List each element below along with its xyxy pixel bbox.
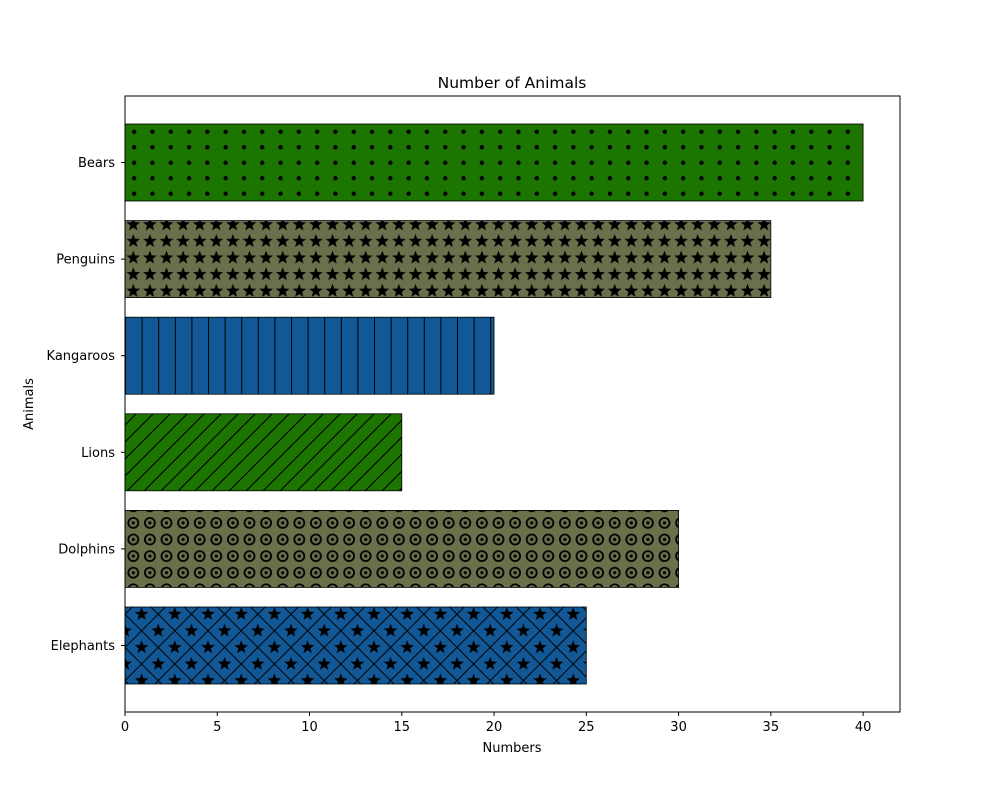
bar-bears xyxy=(124,123,864,202)
bar-dolphins xyxy=(124,509,679,588)
bar-elephants xyxy=(124,606,587,685)
x-tick-label: 0 xyxy=(121,720,129,735)
chart-title: Number of Animals xyxy=(438,74,587,92)
x-tick-label: 35 xyxy=(763,720,780,735)
y-axis-ticks: Elephants Dolphins Lions Kangaroos Penguins B… xyxy=(47,156,125,654)
x-tick-label: 30 xyxy=(670,720,687,735)
x-tick-label: 25 xyxy=(578,720,595,735)
bar-kangaroos xyxy=(124,316,495,395)
x-axis-ticks: 0 5 10 15 20 25 30 35 40 xyxy=(121,712,872,735)
x-tick-label: 15 xyxy=(394,720,411,735)
bars-group xyxy=(124,123,864,685)
y-axis-label: Animals xyxy=(22,378,37,430)
y-tick-label: Penguins xyxy=(56,253,115,268)
x-tick-label: 40 xyxy=(855,720,872,735)
x-tick-label: 20 xyxy=(486,720,503,735)
y-tick-label: Elephants xyxy=(51,639,116,654)
y-tick-label: Bears xyxy=(78,156,115,171)
y-tick-label: Lions xyxy=(81,446,115,461)
plot-frame xyxy=(124,95,901,713)
y-tick-label: Kangaroos xyxy=(47,349,116,364)
y-tick-label: Dolphins xyxy=(58,542,115,557)
x-tick-label: 10 xyxy=(301,720,318,735)
x-tick-label: 5 xyxy=(213,720,221,735)
bar-lions xyxy=(124,413,403,492)
bar-penguins xyxy=(124,220,772,299)
x-axis-label: Numbers xyxy=(483,741,542,756)
